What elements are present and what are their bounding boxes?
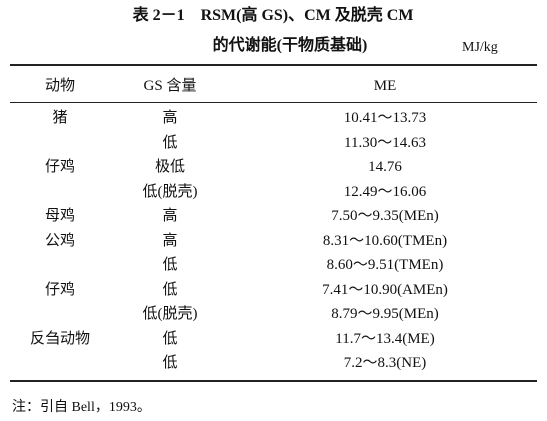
gs-cell: 低(脱壳) — [142, 306, 198, 322]
header-cell: 动物 — [44, 78, 76, 94]
me-cell: 10.41～13.73 — [343, 110, 427, 126]
me-cell: 8.79～9.95(MEn) — [331, 306, 439, 322]
animal-cell: 猪 — [52, 110, 68, 126]
gs-cell: 低 — [162, 134, 178, 151]
me-cell: 11.7～13.4(ME) — [335, 330, 435, 347]
gs-cell: 低 — [162, 257, 178, 273]
me-cell: 7.41～10.90(AMEn) — [322, 281, 448, 298]
me-cell: 7.2～8.3(NE) — [343, 355, 427, 371]
gs-cell: 高 — [162, 232, 178, 249]
me-cell: 14.76 — [368, 159, 402, 175]
title-line2: 的代谢能(干物质基础) — [212, 37, 368, 54]
animal-cell: 母鸡 — [44, 208, 76, 224]
animal-cell: 仔鸡 — [44, 159, 76, 175]
bottom-rule — [10, 380, 537, 382]
header-cell: GS 含量 — [143, 78, 197, 94]
unit: MJ/kg — [462, 40, 498, 55]
me-cell: 8.31～10.60(TMEn) — [322, 232, 448, 249]
gs-cell: 高 — [162, 110, 178, 126]
me-cell: 12.49～16.06 — [343, 183, 427, 200]
title-line1: 表 2－1 RSM(高 GS)、CM 及脱壳 CM — [132, 7, 414, 24]
gs-cell: 极低 — [154, 159, 186, 175]
animal-cell: 反刍动物 — [29, 330, 91, 347]
gs-cell: 低 — [162, 281, 178, 298]
gs-cell: 低 — [162, 330, 178, 347]
me-cell: 7.50～9.35(MEn) — [331, 208, 439, 224]
note: 注：引自 Bell，1993。 — [12, 400, 151, 415]
animal-cell: 仔鸡 — [44, 281, 76, 298]
gs-cell: 高 — [162, 208, 178, 224]
header-cell: ME — [373, 78, 397, 94]
gs-cell: 低 — [162, 355, 178, 371]
top-rule — [10, 64, 537, 66]
animal-cell: 公鸡 — [44, 232, 76, 249]
header-rule — [10, 102, 537, 103]
gs-cell: 低(脱壳) — [142, 183, 198, 200]
me-cell: 11.30～14.63 — [344, 134, 426, 151]
me-cell: 8.60～9.51(TMEn) — [326, 257, 444, 273]
